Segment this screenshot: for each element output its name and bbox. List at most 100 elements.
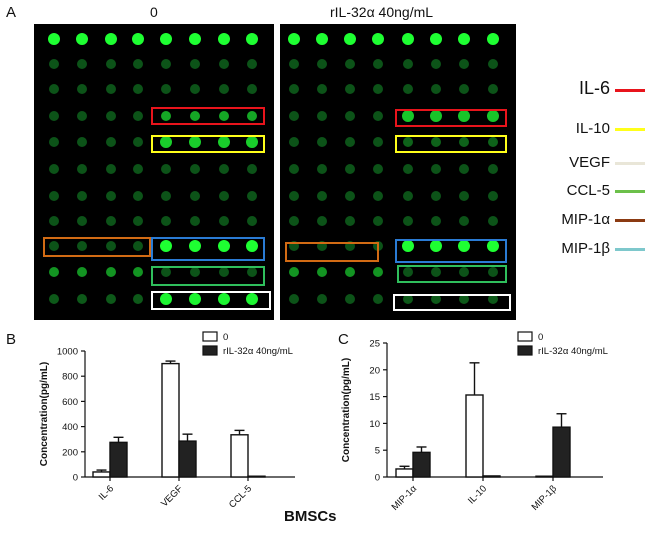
legend-item: IL-6 (542, 77, 650, 103)
legend-label: CCL-5 (566, 182, 610, 199)
bar (230, 434, 249, 478)
bar-chart-c: 0 5 10 15 20 25 Concentration(pg/mL) MIP-1α IL-1… (341, 331, 608, 513)
bar (247, 475, 266, 478)
array-spot (488, 84, 498, 94)
array-spot (373, 267, 383, 277)
array-highlight-box (151, 107, 265, 125)
array-spot (77, 216, 87, 226)
array-spot (49, 164, 59, 174)
bar-chart-b: 0 200 400 600 800 1000 Concentration(pg/mL) IL-… (39, 331, 295, 511)
array-highlight-box (151, 237, 265, 261)
array-spot (190, 164, 200, 174)
array-spot (133, 111, 143, 121)
array-spot (48, 33, 60, 45)
array-spot (49, 267, 59, 277)
chart-legend-label: rIL-32α 40ng/mL (538, 346, 608, 357)
array-spot (459, 267, 469, 277)
array-spot (317, 84, 327, 94)
x-tick-label: CCL-5 (227, 483, 254, 510)
array-spot (189, 240, 201, 252)
y-tick-label: 20 (369, 365, 380, 376)
array-spot (189, 136, 201, 148)
array-spot (76, 33, 88, 45)
array-spot (190, 111, 200, 121)
y-axis-label: Concentration(pg/mL) (39, 362, 50, 466)
array-spot (345, 216, 355, 226)
bar (552, 426, 571, 478)
bar (535, 475, 554, 478)
y-tick-label: 1000 (57, 347, 78, 358)
array-spot (77, 59, 87, 69)
array-spot (459, 164, 469, 174)
array-spot (345, 164, 355, 174)
array-spot (402, 240, 414, 252)
chart-legend-label: 0 (538, 332, 543, 343)
array-highlight-box (393, 294, 511, 311)
array-spot (160, 240, 172, 252)
chart-legend-swatch (517, 331, 533, 342)
array-spot (49, 137, 59, 147)
array-spot (431, 267, 441, 277)
array-spot (189, 293, 201, 305)
array-spot (431, 294, 441, 304)
array-spot (49, 111, 59, 121)
array-spot (218, 240, 230, 252)
array-spot (345, 267, 355, 277)
array-spot (77, 111, 87, 121)
array-spot (106, 294, 116, 304)
array-spot (403, 216, 413, 226)
array-spot (488, 59, 498, 69)
array-highlight-box (395, 135, 507, 153)
x-tick-label: MIP-1β (530, 483, 560, 513)
array-spot (430, 240, 442, 252)
array-spot (246, 136, 258, 148)
array-highlight-box (395, 239, 507, 263)
y-tick-label: 25 (369, 339, 380, 350)
bar (465, 394, 484, 478)
array-spot (190, 191, 200, 201)
array-spot (345, 111, 355, 121)
panel-letter-b: B (6, 331, 17, 348)
array-spot (219, 216, 229, 226)
array-spot (317, 111, 327, 121)
array-spot (190, 267, 200, 277)
array-spot (289, 267, 299, 277)
array-spot (247, 111, 257, 121)
array-spot (289, 137, 299, 147)
array-spot (77, 294, 87, 304)
array-spot (246, 33, 258, 45)
array-spot (344, 33, 356, 45)
array-spot (106, 164, 116, 174)
array-highlight-box (151, 291, 271, 310)
y-tick-label: 200 (62, 447, 78, 458)
array-spot (487, 240, 499, 252)
array-highlight-box (151, 266, 265, 286)
cytokine-array-treated (280, 24, 516, 320)
x-tick-label: IL-6 (97, 483, 116, 502)
x-tick-label: MIP-1α (390, 483, 420, 513)
array-spot (160, 33, 172, 45)
x-axis-group-label: BMSCs (284, 508, 337, 525)
bar (178, 440, 197, 478)
array-spot (458, 240, 470, 252)
array-spot (345, 191, 355, 201)
array-spot (372, 33, 384, 45)
legend-item: VEGF (542, 150, 650, 176)
array-spot (218, 33, 230, 45)
array-spot (317, 164, 327, 174)
array-spot (373, 164, 383, 174)
chart-legend-label: rIL-32α 40ng/mL (223, 346, 293, 357)
array-spot (289, 164, 299, 174)
array-spot (49, 191, 59, 201)
array-spot (133, 164, 143, 174)
array-spot (289, 191, 299, 201)
bar (412, 451, 431, 478)
array-spot (289, 84, 299, 94)
array-spot (402, 33, 414, 45)
array-spot (246, 240, 258, 252)
array-title-left: 0 (150, 4, 158, 20)
array-spot (345, 59, 355, 69)
chart-legend-swatch (517, 345, 533, 356)
legend-label: MIP-1α (561, 211, 610, 228)
array-spot (247, 267, 257, 277)
